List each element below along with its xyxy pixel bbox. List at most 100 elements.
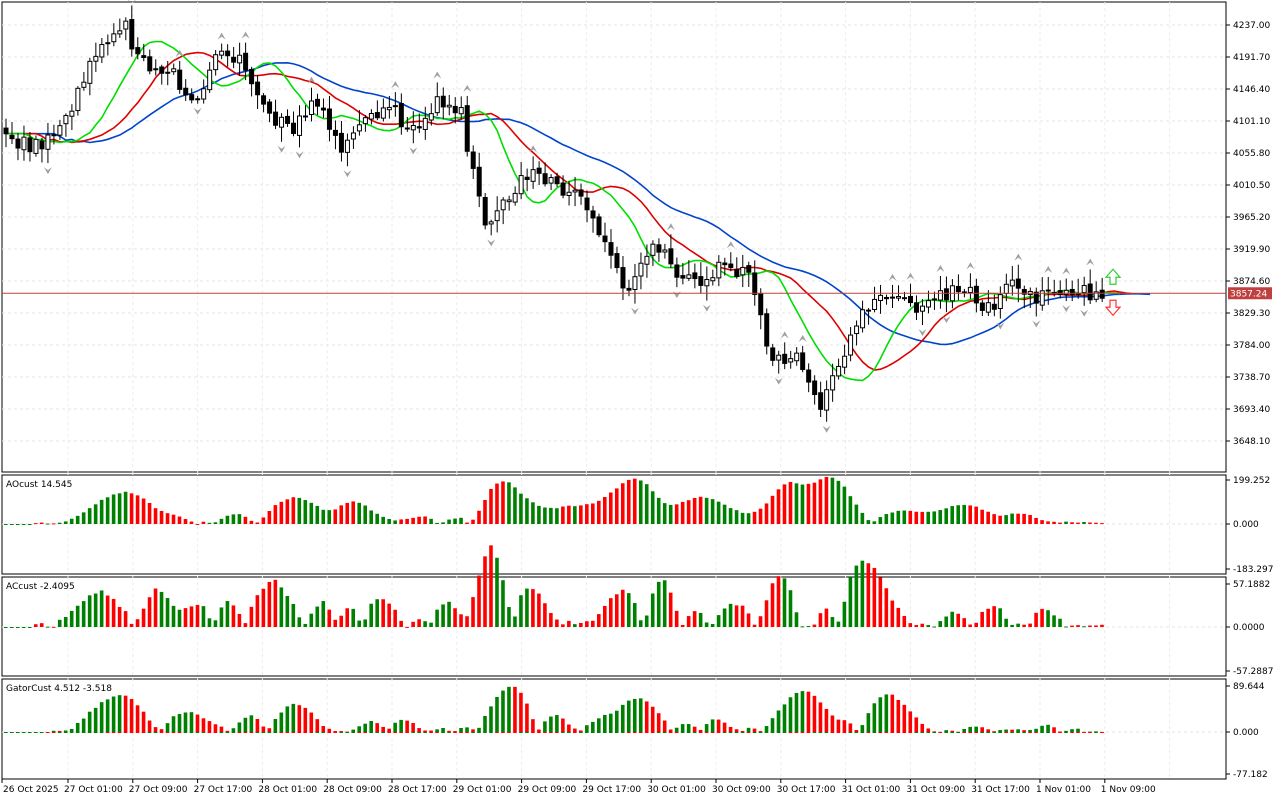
gator-lower-bar [872, 732, 877, 733]
gator-upper-bar [315, 719, 320, 732]
gator-lower-bar [860, 732, 865, 733]
price-candle [452, 97, 458, 124]
gator-upper-bar [519, 692, 523, 732]
oscillator-bar [644, 484, 649, 524]
price-candle [542, 162, 548, 187]
oscillator-bar [1022, 513, 1026, 524]
oscillator-bar [902, 510, 907, 524]
price-chart-panel[interactable]: 4237.00 4191.70 4146.40 4101.10 4055.80 4010.… [1, 0, 1272, 473]
price-candle [596, 213, 602, 238]
gator-lower-bar [734, 732, 739, 733]
gator-lower-bar [704, 732, 709, 733]
oscillator-bar [950, 611, 955, 627]
oscillator-bar [956, 613, 961, 627]
price-candle [285, 109, 291, 127]
gator-upper-bar [171, 716, 176, 732]
gator-upper-bar [51, 730, 56, 732]
gator-lower-bar [303, 732, 308, 733]
oscillator-bar [836, 480, 841, 524]
gator-lower-bar [567, 732, 571, 733]
oscillator-bar [111, 494, 116, 524]
gator-lower-bar [812, 732, 817, 733]
gator-lower-bar [992, 732, 996, 733]
gator-lower-bar [914, 732, 919, 733]
oscillator-bar [890, 600, 895, 627]
fractal-down-marker [630, 307, 639, 315]
oscillator-bar [710, 499, 715, 524]
price-candle [338, 120, 344, 162]
oscillator-bar [674, 504, 679, 524]
oscillator-bar [333, 619, 338, 627]
oscillator-bar [27, 627, 32, 628]
oscillator-bar [656, 497, 661, 524]
gator-lower-bar [483, 732, 487, 733]
gator-lower-bar [902, 732, 907, 733]
gator-lower-bar [123, 732, 128, 733]
oscillator-bar [489, 545, 493, 627]
gator-lower-bar [9, 732, 14, 733]
gator-lower-bar [153, 732, 158, 733]
oscillator-bar [567, 620, 571, 627]
gator-lower-bar [477, 732, 481, 733]
price-candle [530, 156, 536, 189]
x-tick-label: 27 Oct 09:00 [129, 785, 188, 795]
oscillator-bar [255, 595, 260, 627]
awesome-oscillator-panel[interactable]: AOcust 14.545 199.252 0.000 -183.297 [1, 472, 1273, 575]
price-candle [991, 294, 997, 317]
price-candle [848, 327, 854, 362]
oscillator-bar [555, 619, 559, 627]
accelerator-oscillator-panel[interactable]: ACcust -2.4095 57.1882 0.0000 -57.2887 [1, 545, 1273, 677]
gator-upper-bar [722, 722, 727, 732]
price-candle [602, 222, 608, 253]
gator-upper-bar [914, 717, 919, 732]
oscillator-bar [315, 505, 320, 524]
price-candle [710, 269, 716, 286]
oscillator-bar [177, 516, 182, 524]
gator-upper-bar [632, 698, 637, 732]
oscillator-bar [339, 615, 344, 627]
oscillator-bar [453, 518, 457, 524]
price-candle [506, 195, 512, 211]
gator-lower-bar [1028, 732, 1032, 733]
gator-lower-bar [255, 732, 260, 733]
oscillator-bar [429, 518, 433, 524]
price-candle [27, 131, 33, 162]
oscillator-bar [776, 489, 781, 524]
fractal-up-marker [307, 76, 316, 84]
price-candle [111, 23, 117, 47]
gator-upper-bar [950, 730, 955, 732]
oscillator-bar [1100, 523, 1104, 525]
gator-upper-bar [626, 700, 631, 732]
fractal-down-marker [343, 170, 352, 178]
oscillator-bar [153, 588, 158, 627]
oscillator-bar [1010, 624, 1014, 627]
price-candle [997, 286, 1003, 319]
oscillator-bar [644, 615, 649, 627]
gator-lower-bar [309, 732, 314, 733]
gator-upper-bar [788, 697, 793, 732]
oscillator-bar [423, 516, 427, 524]
gator-lower-bar [932, 732, 937, 733]
gator-upper-bar [824, 708, 829, 732]
gator-lower-bar [279, 732, 284, 733]
oscillator-bar [638, 620, 643, 627]
gator-upper-bar [896, 699, 901, 732]
price-candle [518, 161, 524, 200]
gator-oscillator-panel[interactable]: GatorCust 4.512 -3.518 89.644 0.000 -77.18… [1, 678, 1268, 780]
gator-lower-bar [183, 732, 188, 733]
oscillator-bar [213, 522, 218, 524]
price-candle [686, 260, 692, 281]
gator-upper-bar [567, 724, 571, 732]
gator-upper-bar [800, 691, 805, 732]
gator-lower-bar [603, 732, 607, 733]
price-candle [1033, 287, 1039, 317]
gator-lower-bar [740, 732, 745, 733]
gator-lower-bar [465, 732, 469, 733]
gator-lower-bar [189, 732, 194, 733]
oscillator-bar [51, 626, 56, 628]
oscillator-bar [393, 609, 397, 627]
oscillator-bar [309, 613, 314, 627]
gator-lower-bar [99, 732, 104, 733]
oscillator-bar [914, 511, 919, 524]
